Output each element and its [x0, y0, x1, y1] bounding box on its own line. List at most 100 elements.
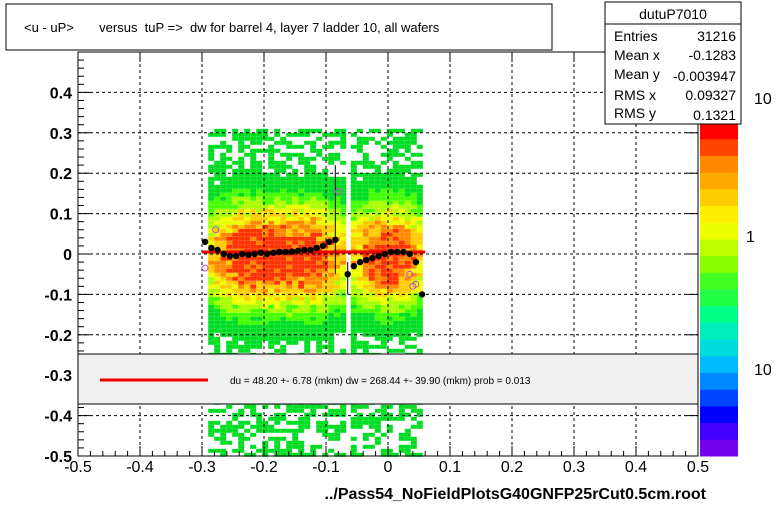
- heatmap-cell: [392, 224, 399, 229]
- heatmap-cell: [220, 144, 227, 149]
- heatmap-cell: [256, 416, 263, 421]
- heatmap-cell: [334, 328, 341, 333]
- heatmap-cell: [280, 244, 287, 249]
- color-scale-segment: [700, 188, 738, 206]
- heatmap-cell: [274, 176, 281, 181]
- heatmap-cell: [304, 260, 311, 265]
- heatmap-cell: [340, 196, 347, 201]
- heatmap-cell: [208, 232, 215, 237]
- heatmap-cell: [368, 292, 375, 297]
- heatmap-cell: [262, 192, 269, 197]
- heatmap-cell: [214, 240, 221, 245]
- heatmap-cell: [232, 208, 239, 213]
- heatmap-cell: [238, 408, 245, 413]
- heatmap-cell: [322, 224, 329, 229]
- heatmap-cell: [232, 268, 239, 273]
- heatmap-cell: [356, 220, 363, 225]
- heatmap-cell: [380, 328, 387, 333]
- stats-box: dutuP7010 Entries 31216 Mean x -0.1283 M…: [604, 1, 742, 125]
- heatmap-cell: [280, 428, 287, 433]
- heatmap-cell: [238, 312, 245, 317]
- heatmap-cell: [250, 132, 257, 137]
- heatmap-cell: [208, 192, 215, 197]
- heatmap-cell: [322, 232, 329, 237]
- heatmap-cell: [392, 272, 399, 277]
- heatmap-cell: [322, 200, 329, 205]
- color-scale-segment: [700, 122, 738, 140]
- heatmap-cell: [298, 420, 305, 425]
- y-tick-label: -0.4: [44, 409, 72, 426]
- heatmap-cell: [226, 188, 233, 193]
- heatmap-cell: [334, 208, 341, 213]
- heatmap-cell: [392, 200, 399, 205]
- heatmap-cell: [368, 276, 375, 281]
- heatmap-cell: [404, 188, 411, 193]
- heatmap-cell: [310, 196, 317, 201]
- heatmap-cell: [262, 256, 269, 261]
- heatmap-cell: [334, 132, 341, 137]
- heatmap-cell: [362, 156, 369, 161]
- heatmap-cell: [238, 212, 245, 217]
- heatmap-cell: [238, 164, 245, 169]
- heatmap-cell: [292, 420, 299, 425]
- heatmap-cell: [416, 304, 423, 309]
- color-scale-segment: [700, 372, 738, 390]
- heatmap-cell: [398, 292, 405, 297]
- heatmap-cell: [362, 432, 369, 437]
- heatmap-cell: [386, 316, 393, 321]
- heatmap-cell: [208, 312, 215, 317]
- heatmap-cell: [362, 224, 369, 229]
- heatmap-cell: [232, 328, 239, 333]
- heatmap-cell: [304, 348, 311, 353]
- heatmap-cell: [392, 268, 399, 273]
- heatmap-cell: [244, 268, 251, 273]
- heatmap-cell: [274, 164, 281, 169]
- heatmap-cell: [350, 208, 357, 213]
- heatmap-cell: [410, 188, 417, 193]
- heatmap-cell: [244, 208, 251, 213]
- heatmap-cell: [286, 172, 293, 177]
- heatmap-cell: [368, 412, 375, 417]
- heatmap-cell: [410, 308, 417, 313]
- heatmap-cell: [350, 236, 357, 241]
- heatmap-cell: [298, 444, 305, 449]
- heatmap-cell: [292, 200, 299, 205]
- heatmap-cell: [404, 316, 411, 321]
- heatmap-cell: [404, 432, 411, 437]
- heatmap-cell: [214, 408, 221, 413]
- heatmap-cell: [274, 172, 281, 177]
- heatmap-cell: [262, 212, 269, 217]
- heatmap-cell: [316, 256, 323, 261]
- heatmap-cell: [286, 228, 293, 233]
- heatmap-cell: [238, 420, 245, 425]
- heatmap-cell: [398, 328, 405, 333]
- heatmap-cell: [356, 288, 363, 293]
- heatmap-cell: [350, 340, 357, 345]
- heatmap-cell: [244, 232, 251, 237]
- heatmap-cell: [392, 276, 399, 281]
- heatmap-cell: [304, 452, 311, 457]
- heatmap-cell: [362, 420, 369, 425]
- heatmap-cell: [220, 164, 227, 169]
- heatmap-cell: [310, 272, 317, 277]
- heatmap-cell: [334, 204, 341, 209]
- heatmap-cell: [226, 244, 233, 249]
- heatmap-cell: [374, 440, 381, 445]
- heatmap-cell: [250, 312, 257, 317]
- heatmap-cell: [398, 256, 405, 261]
- heatmap-cell: [380, 220, 387, 225]
- heatmap-cell: [262, 188, 269, 193]
- heatmap-cell: [316, 252, 323, 257]
- heatmap-cell: [386, 412, 393, 417]
- heatmap-cell: [292, 196, 299, 201]
- heatmap-cell: [298, 212, 305, 217]
- heatmap-cell: [298, 288, 305, 293]
- heatmap-cell: [386, 204, 393, 209]
- heatmap-cell: [356, 308, 363, 313]
- heatmap-cell: [322, 264, 329, 269]
- heatmap-cell: [250, 268, 257, 273]
- heatmap-cell: [280, 304, 287, 309]
- heatmap-cell: [316, 240, 323, 245]
- heatmap-cell: [316, 228, 323, 233]
- heatmap-cell: [368, 228, 375, 233]
